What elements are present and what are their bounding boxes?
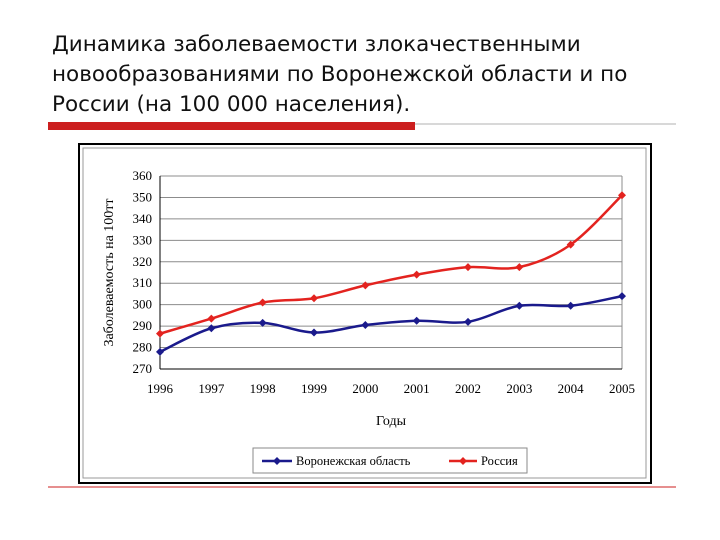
y-tick-label: 290 xyxy=(133,318,153,333)
chart-area-border xyxy=(82,147,647,479)
y-tick-label: 360 xyxy=(133,168,153,183)
x-tick-label: 2005 xyxy=(609,381,635,396)
chart-frame: 270 280 290 300 310 320 330 340 350 360 1996 1997 19… xyxy=(78,143,652,484)
x-tick-label: 2000 xyxy=(352,381,378,396)
y-axis-title: Заболеваемость на 100тт xyxy=(102,198,117,346)
data-point-voronezh xyxy=(310,328,318,337)
series-line-russia xyxy=(159,194,623,335)
data-point-russia xyxy=(515,263,524,272)
y-tick-label: 280 xyxy=(133,340,153,355)
x-tick-label: 1997 xyxy=(198,381,225,396)
x-tick-label: 1999 xyxy=(301,381,327,396)
data-point-russia xyxy=(566,240,575,249)
legend-box xyxy=(252,447,528,474)
series-line-voronezh xyxy=(159,294,623,353)
data-point-russia xyxy=(618,191,626,200)
data-point-russia xyxy=(258,298,267,307)
y-tick-label: 300 xyxy=(133,297,153,312)
legend-label-russia: Россия xyxy=(481,454,518,468)
axes-layer: 270 280 290 300 310 320 330 340 350 360 1996 1997 19… xyxy=(133,168,636,396)
data-point-voronezh xyxy=(156,347,164,356)
x-tick-label: 2003 xyxy=(506,381,532,396)
data-point-russia xyxy=(156,329,164,338)
legend-marker-voronezh xyxy=(273,457,281,465)
data-point-voronezh xyxy=(207,324,216,333)
data-point-russia xyxy=(310,294,318,303)
y-tick-label: 330 xyxy=(133,232,153,247)
y-tick-label: 310 xyxy=(133,275,153,290)
data-point-voronezh xyxy=(566,301,575,310)
y-tick-label: 270 xyxy=(133,361,153,376)
x-tick-label: 2001 xyxy=(404,381,430,396)
data-point-voronezh xyxy=(258,318,267,327)
x-axis-title: Годы xyxy=(376,414,407,429)
x-tick-label: 2002 xyxy=(455,381,481,396)
x-tick-label: 1998 xyxy=(250,381,276,396)
legend: Воронежская область Россия xyxy=(252,447,528,474)
y-tick-label: 340 xyxy=(133,211,153,226)
x-tick-label: 2004 xyxy=(558,381,585,396)
y-tick-label: 350 xyxy=(133,189,153,204)
data-point-voronezh xyxy=(412,316,421,325)
data-point-russia xyxy=(464,263,472,272)
data-point-voronezh xyxy=(618,292,626,301)
slide-title: Динамика заболеваемости злокачественными… xyxy=(52,32,628,117)
grid-layer xyxy=(160,175,623,370)
x-tick-label: 1996 xyxy=(147,381,174,396)
data-point-russia xyxy=(412,270,421,279)
line-chart: 270 280 290 300 310 320 330 340 350 360 1996 1997 19… xyxy=(82,147,647,479)
legend-label-voronezh: Воронежская область xyxy=(296,454,411,468)
data-point-russia xyxy=(207,314,216,323)
title-accent-bar xyxy=(48,122,415,130)
data-point-voronezh xyxy=(464,317,472,326)
legend-items: Воронежская область Россия xyxy=(262,454,518,468)
legend-marker-russia xyxy=(459,457,467,465)
data-point-russia xyxy=(361,281,370,290)
data-point-voronezh xyxy=(515,301,524,310)
series-layer xyxy=(156,191,626,356)
y-tick-label: 320 xyxy=(133,254,153,269)
data-point-voronezh xyxy=(361,321,370,330)
